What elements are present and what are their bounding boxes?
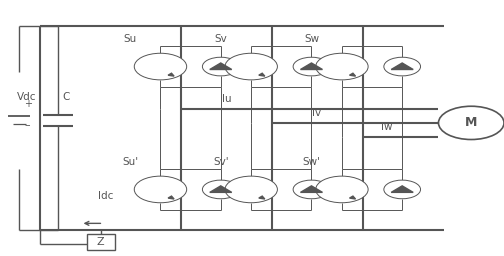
Text: Iw: Iw	[381, 122, 392, 132]
Circle shape	[134, 53, 186, 80]
Text: M: M	[465, 116, 477, 129]
Text: Vdc: Vdc	[17, 92, 36, 102]
Text: Iv: Iv	[312, 108, 322, 118]
Bar	[87, 233, 115, 250]
Circle shape	[134, 176, 186, 203]
Text: +: +	[24, 99, 32, 109]
Polygon shape	[349, 73, 355, 76]
Polygon shape	[210, 63, 232, 69]
Circle shape	[316, 53, 368, 80]
Circle shape	[384, 180, 420, 199]
Text: Su': Su'	[122, 157, 139, 167]
Text: Sw: Sw	[304, 34, 320, 44]
Circle shape	[316, 176, 368, 203]
Text: Z: Z	[97, 237, 105, 247]
Circle shape	[293, 57, 330, 76]
Polygon shape	[168, 73, 174, 76]
Circle shape	[384, 57, 420, 76]
Text: C: C	[63, 92, 70, 102]
Polygon shape	[168, 196, 174, 199]
Polygon shape	[300, 63, 323, 69]
Text: Sv: Sv	[215, 34, 227, 44]
Polygon shape	[210, 186, 232, 192]
Text: Idc: Idc	[98, 191, 114, 201]
Polygon shape	[391, 186, 413, 192]
Circle shape	[225, 53, 277, 80]
Text: Sv': Sv'	[213, 157, 229, 167]
Circle shape	[203, 180, 239, 199]
Text: –: –	[25, 120, 31, 131]
Circle shape	[438, 106, 504, 140]
Polygon shape	[259, 196, 265, 199]
Text: Sw': Sw'	[303, 157, 321, 167]
Polygon shape	[300, 186, 323, 192]
Circle shape	[293, 180, 330, 199]
Polygon shape	[391, 63, 413, 69]
Text: Iu: Iu	[222, 94, 231, 104]
Circle shape	[225, 176, 277, 203]
Text: Su: Su	[123, 34, 137, 44]
Polygon shape	[349, 196, 355, 199]
Circle shape	[203, 57, 239, 76]
Polygon shape	[259, 73, 265, 76]
